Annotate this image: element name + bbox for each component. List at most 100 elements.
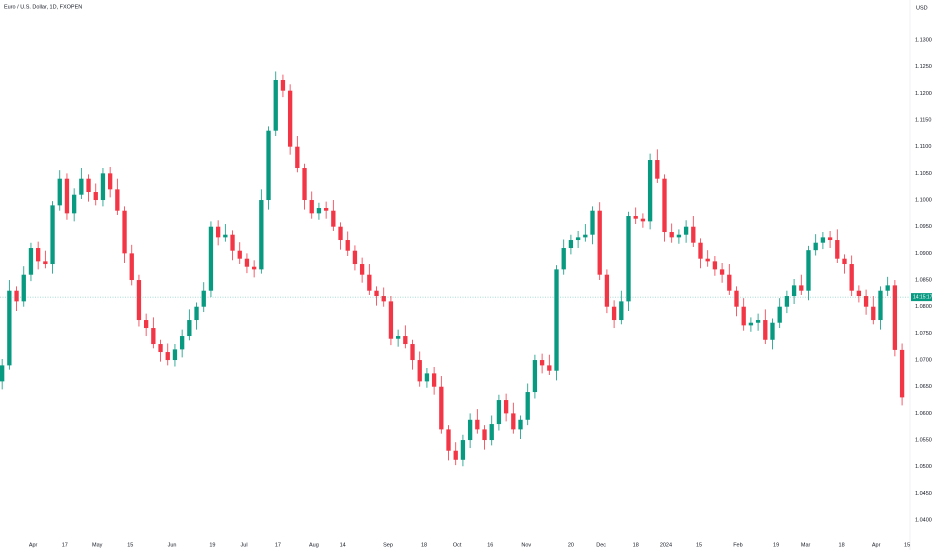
- candle-body: [122, 210, 127, 254]
- x-tick-label: 17: [62, 542, 68, 548]
- candle-body: [374, 290, 379, 297]
- candle-body: [165, 352, 170, 361]
- candle-body: [395, 336, 401, 339]
- candle-body: [799, 285, 804, 291]
- candle-body: [655, 160, 660, 179]
- candle-body: [712, 261, 718, 270]
- candle-body: [748, 322, 754, 326]
- y-tick-label: 1.0950: [915, 224, 932, 230]
- candle-body: [813, 242, 818, 251]
- candle-body: [403, 336, 408, 345]
- y-tick-label: 1.1300: [915, 37, 932, 43]
- candle-body: [158, 344, 163, 353]
- candle-body: [151, 328, 156, 345]
- candle-body: [453, 450, 458, 460]
- candle-body: [885, 285, 890, 291]
- candle-body: [359, 264, 365, 275]
- x-tick-label: Nov: [521, 542, 531, 548]
- candle-body: [381, 296, 386, 302]
- y-tick-label: 1.0800: [915, 304, 932, 310]
- x-tick-label: Apr: [29, 542, 38, 548]
- candle-body: [647, 160, 653, 222]
- candle-body: [892, 285, 898, 350]
- candle-body: [475, 419, 480, 430]
- x-tick-label: 16: [487, 542, 493, 548]
- candle-body: [532, 360, 538, 393]
- candle-body: [223, 234, 228, 238]
- x-tick-label: Oct: [453, 542, 462, 548]
- chart-title: Euro / U.S. Dollar, 1D, FXOPEN: [4, 4, 82, 10]
- candle-body: [323, 208, 329, 211]
- candle-body: [410, 344, 415, 361]
- candle-body: [352, 250, 358, 265]
- candle-body: [784, 296, 790, 307]
- candle-body: [626, 216, 631, 302]
- candle-body: [727, 274, 732, 291]
- candle-body: [611, 306, 617, 321]
- candle-body: [424, 373, 430, 382]
- candle-body: [777, 306, 782, 323]
- candle-body: [295, 146, 300, 169]
- y-tick-label: 1.1150: [915, 117, 931, 123]
- candle-body: [316, 208, 322, 214]
- candle-body: [719, 269, 725, 275]
- candle-body: [287, 90, 293, 147]
- candle-body: [568, 240, 574, 249]
- candle-body: [187, 320, 192, 337]
- candle-body: [467, 419, 473, 441]
- candle-body: [683, 226, 689, 235]
- candle-body: [280, 80, 286, 91]
- y-tick-label: 1.0450: [915, 491, 932, 497]
- x-tick-label: Jul: [241, 542, 248, 548]
- candle-body: [57, 178, 62, 206]
- x-tick-label: Sep: [383, 542, 393, 548]
- x-tick-label: Aug: [309, 542, 319, 548]
- x-tick-label: 15: [696, 542, 702, 548]
- candle-body: [518, 419, 523, 430]
- x-tick-label: 19: [773, 542, 779, 548]
- y-tick-label: 1.0550: [915, 438, 932, 444]
- candle-body: [878, 290, 883, 321]
- y-tick-label: 1.0600: [915, 411, 932, 417]
- candle-body: [741, 306, 746, 326]
- candle-body: [208, 226, 214, 291]
- candle-body: [251, 266, 257, 270]
- candle-body: [489, 424, 494, 441]
- candle-body: [871, 306, 876, 321]
- candle-body: [539, 360, 545, 366]
- candle-body: [43, 261, 48, 265]
- candle-body: [86, 178, 91, 193]
- candle-body: [899, 349, 905, 398]
- candle-body: [331, 210, 336, 227]
- candle-body: [597, 210, 602, 275]
- candle-body: [619, 301, 624, 321]
- candle-body: [669, 232, 674, 238]
- candle-body: [827, 237, 833, 241]
- candle-body: [194, 306, 199, 321]
- candle-body: [172, 349, 178, 361]
- x-tick-label: 20: [568, 542, 574, 548]
- candle-body: [835, 240, 840, 259]
- x-tick-label: Apr: [872, 542, 881, 548]
- candle-body: [28, 248, 34, 275]
- price-label-box: [911, 293, 932, 302]
- candle-body: [309, 200, 314, 214]
- y-tick-label: 1.1000: [915, 197, 932, 203]
- candle-body: [266, 130, 271, 201]
- candle-body: [7, 290, 12, 366]
- y-tick-label: 1.0650: [915, 384, 932, 390]
- y-tick-label: 1.0400: [915, 518, 932, 524]
- x-tick-label: 17: [275, 542, 281, 548]
- candle-body: [338, 226, 343, 241]
- candle-body: [633, 216, 638, 219]
- candle-body: [215, 226, 221, 238]
- candle-body: [770, 322, 775, 340]
- price-line-label: 14:15:17: [913, 294, 932, 300]
- candle-body: [0, 365, 5, 382]
- candle-body: [547, 365, 552, 371]
- candle-body: [439, 386, 444, 430]
- candle-body: [755, 320, 761, 323]
- candle-body: [705, 258, 710, 262]
- candle-body: [820, 237, 826, 243]
